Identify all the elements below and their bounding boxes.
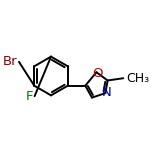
Text: O: O xyxy=(92,67,102,79)
Text: CH₃: CH₃ xyxy=(126,72,149,85)
Text: Br: Br xyxy=(3,55,17,68)
Text: F: F xyxy=(25,90,33,103)
Text: N: N xyxy=(101,86,111,99)
